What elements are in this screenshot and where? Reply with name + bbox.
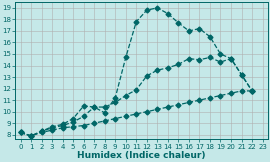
X-axis label: Humidex (Indice chaleur): Humidex (Indice chaleur) — [77, 151, 206, 160]
